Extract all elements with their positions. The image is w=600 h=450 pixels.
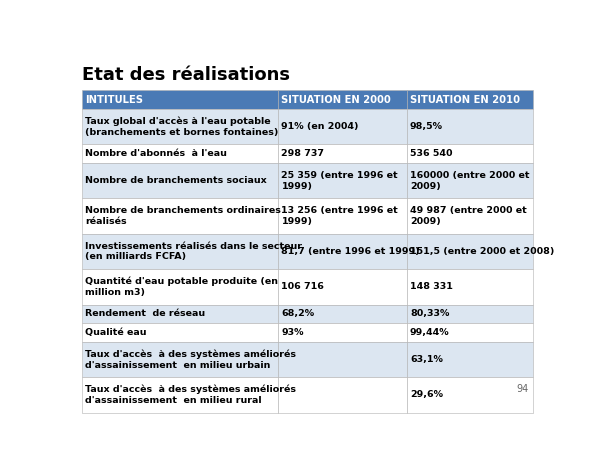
Text: SITUATION EN 2010: SITUATION EN 2010 <box>410 95 520 105</box>
Bar <box>407 342 533 377</box>
Text: 13 256 (entre 1996 et
1999): 13 256 (entre 1996 et 1999) <box>281 206 398 226</box>
Text: INTITULES: INTITULES <box>85 95 143 105</box>
Bar <box>82 109 278 144</box>
Text: 29,6%: 29,6% <box>410 391 443 400</box>
Bar <box>278 163 407 198</box>
Text: 160000 (entre 2000 et
2009): 160000 (entre 2000 et 2009) <box>410 171 529 191</box>
Text: 63,1%: 63,1% <box>410 355 443 364</box>
Text: 106 716: 106 716 <box>281 282 325 291</box>
Text: Investissements réalisés dans le secteur
(en milliards FCFA): Investissements réalisés dans le secteur… <box>85 242 302 261</box>
Bar <box>407 163 533 198</box>
Bar <box>407 269 533 305</box>
Text: 298 737: 298 737 <box>281 149 325 158</box>
Text: 98,5%: 98,5% <box>410 122 443 131</box>
Bar <box>278 377 407 413</box>
Bar <box>407 198 533 234</box>
Text: Rendement  de réseau: Rendement de réseau <box>85 310 205 319</box>
Bar <box>407 109 533 144</box>
Text: Nombre de branchements ordinaires
réalisés: Nombre de branchements ordinaires réalis… <box>85 206 281 226</box>
Bar <box>278 144 407 163</box>
Text: Nombre d'abonnés  à l'eau: Nombre d'abonnés à l'eau <box>85 149 227 158</box>
Bar <box>82 90 278 109</box>
Text: 68,2%: 68,2% <box>281 310 314 319</box>
Text: Taux d'accès  à des systèmes améliorés
d'assainissement  en milieu rural: Taux d'accès à des systèmes améliorés d'… <box>85 385 296 405</box>
Bar <box>407 377 533 413</box>
Text: 151,5 (entre 2000 et 2008): 151,5 (entre 2000 et 2008) <box>410 247 554 256</box>
Text: 81,7 (entre 1996 et 1999): 81,7 (entre 1996 et 1999) <box>281 247 420 256</box>
Bar <box>278 90 407 109</box>
Bar <box>278 109 407 144</box>
Bar <box>278 305 407 323</box>
Bar <box>407 144 533 163</box>
Text: 80,33%: 80,33% <box>410 310 449 319</box>
Text: 49 987 (entre 2000 et
2009): 49 987 (entre 2000 et 2009) <box>410 206 527 226</box>
Bar <box>407 323 533 342</box>
Bar <box>278 323 407 342</box>
Bar <box>407 305 533 323</box>
Text: 91% (en 2004): 91% (en 2004) <box>281 122 359 131</box>
Text: Taux d'accès  à des systèmes améliorés
d'assainissement  en milieu urbain: Taux d'accès à des systèmes améliorés d'… <box>85 350 296 370</box>
Text: 99,44%: 99,44% <box>410 328 449 337</box>
Bar <box>82 234 278 269</box>
Text: Nombre de branchements sociaux: Nombre de branchements sociaux <box>85 176 267 185</box>
Text: 25 359 (entre 1996 et
1999): 25 359 (entre 1996 et 1999) <box>281 171 398 191</box>
Bar <box>82 198 278 234</box>
Text: 93%: 93% <box>281 328 304 337</box>
Text: 148 331: 148 331 <box>410 282 453 291</box>
Bar <box>278 198 407 234</box>
Bar <box>82 269 278 305</box>
Bar <box>278 342 407 377</box>
Text: Etat des réalisations: Etat des réalisations <box>82 66 290 84</box>
Bar <box>82 342 278 377</box>
Bar <box>407 90 533 109</box>
Bar <box>278 234 407 269</box>
Bar <box>82 144 278 163</box>
Text: 94: 94 <box>516 384 529 394</box>
Bar <box>82 377 278 413</box>
Text: SITUATION EN 2000: SITUATION EN 2000 <box>281 95 391 105</box>
Text: Taux global d'accès à l'eau potable
(branchements et bornes fontaines): Taux global d'accès à l'eau potable (bra… <box>85 117 278 137</box>
Bar <box>82 163 278 198</box>
Bar <box>82 323 278 342</box>
Bar <box>82 305 278 323</box>
Text: 536 540: 536 540 <box>410 149 452 158</box>
Bar <box>407 234 533 269</box>
Bar <box>278 269 407 305</box>
Text: Qualité eau: Qualité eau <box>85 328 147 337</box>
Text: Quantité d'eau potable produite (en
million m3): Quantité d'eau potable produite (en mill… <box>85 277 278 297</box>
